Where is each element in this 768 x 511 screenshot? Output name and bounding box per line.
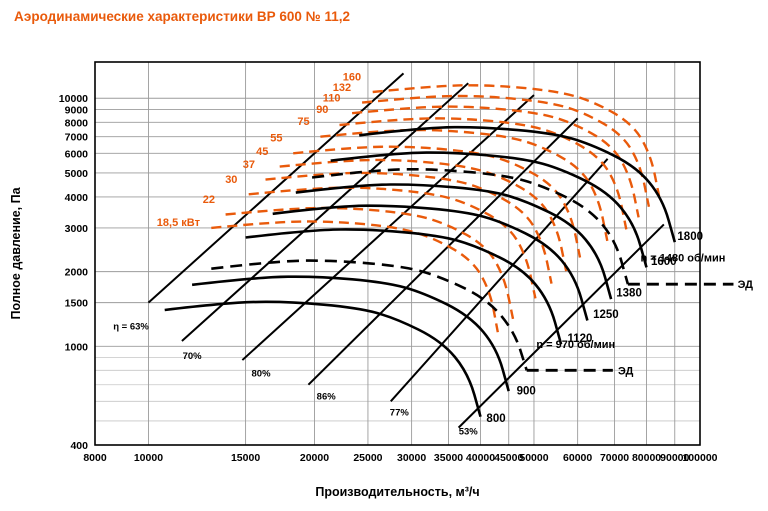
y-axis-title: Полное давление, Па [9, 186, 23, 319]
efficiency-label: 77% [390, 408, 410, 419]
rpm-curve-1250 [272, 204, 589, 321]
x-tick-label: 40000 [466, 452, 495, 464]
power-label: 160 [343, 71, 361, 83]
rpm-curve-1600 [330, 151, 648, 268]
y-tick-label: 8000 [65, 117, 89, 129]
power-label: 30 [225, 174, 237, 186]
efficiency-line-53 [457, 223, 665, 429]
fan-performance-chart: 8000 10000 15000 20000 25000 30000 35000 40000 4… [9, 61, 754, 499]
efficiency-label: 86% [317, 392, 337, 403]
x-tick-label: 45000 [494, 452, 523, 464]
y-tick-label: 10000 [59, 93, 88, 105]
x-tick-label: 100000 [682, 452, 717, 464]
power-label: 75 [297, 116, 309, 128]
power-label: 18,5 кВт [157, 217, 201, 229]
rpm-label: 800 [486, 413, 505, 425]
x-tick-label: 90000 [660, 452, 689, 464]
power-label: 22 [203, 194, 215, 206]
efficiency-label: 70% [183, 351, 203, 362]
efficiency-label: 53% [459, 427, 479, 438]
power-label: 55 [270, 132, 282, 144]
x-tick-label: 20000 [300, 452, 329, 464]
power-label: 90 [316, 104, 328, 116]
power-label: 110 [323, 93, 341, 105]
motor-ed-label: ЭД [618, 365, 634, 377]
x-tick-label: 50000 [519, 452, 548, 464]
rpm-label: 900 [517, 385, 536, 397]
motor-ed-label: ЭД [738, 279, 754, 291]
chart-title: Аэродинамические характеристики ВР 600 №… [14, 9, 351, 24]
x-tick-label: 35000 [434, 452, 463, 464]
motor-speed-label: n = 970 об/мин [536, 339, 615, 351]
y-tick-label: 5000 [65, 168, 89, 180]
power-label: 132 [333, 82, 351, 94]
power-curve-185 [211, 220, 499, 333]
x-tick-label: 8000 [83, 452, 107, 464]
y-tick-label: 3000 [65, 223, 89, 235]
y-tick-label: 1000 [65, 341, 89, 353]
efficiency-line-70 [181, 82, 469, 342]
rpm-label: 1380 [616, 287, 642, 299]
y-tick-label: 9000 [65, 105, 89, 117]
power-curve-90 [339, 117, 628, 230]
efficiency-label: η = 63% [113, 321, 149, 332]
y-tick-label: 2000 [65, 267, 89, 279]
power-curve-45 [279, 158, 568, 272]
y-tick-label: 7000 [65, 132, 89, 144]
x-tick-label: 60000 [563, 452, 592, 464]
y-tick-label: 1500 [65, 298, 89, 310]
power-curve-110 [351, 105, 640, 218]
y-tick-label: 4000 [65, 192, 89, 204]
x-tick-label: 30000 [397, 452, 426, 464]
motor-curve-970 [211, 259, 528, 371]
power-curve-160 [372, 84, 661, 197]
power-label: 45 [256, 146, 268, 158]
x-tick-label: 70000 [600, 452, 629, 464]
rpm-curve-1120 [245, 228, 563, 345]
power-label: 37 [243, 159, 255, 171]
efficiency-line-77 [390, 158, 609, 402]
y-tick-label: 400 [70, 440, 88, 452]
rpm-curve-900 [191, 275, 510, 392]
rpm-curve-1800 [359, 125, 677, 243]
x-tick-label: 80000 [632, 452, 661, 464]
motor-speed-label: n = 1480 об/мин [640, 252, 725, 264]
rpm-curve-800 [164, 300, 482, 418]
rpm-label: 1800 [677, 231, 703, 243]
efficiency-label: 80% [252, 369, 272, 380]
x-tick-label: 15000 [231, 452, 260, 464]
x-axis-title: Производительность, м³/ч [315, 485, 479, 499]
rpm-label: 1600 [651, 256, 677, 268]
rpm-label: 1250 [593, 309, 619, 321]
x-tick-label: 10000 [134, 452, 163, 464]
x-tick-label: 25000 [353, 452, 382, 464]
y-tick-label: 6000 [65, 148, 89, 160]
rpm-label: 1120 [567, 333, 592, 345]
plot-border [94, 61, 701, 446]
motor-curve-1480 [311, 167, 630, 285]
rpm-curve-1380 [295, 183, 613, 300]
